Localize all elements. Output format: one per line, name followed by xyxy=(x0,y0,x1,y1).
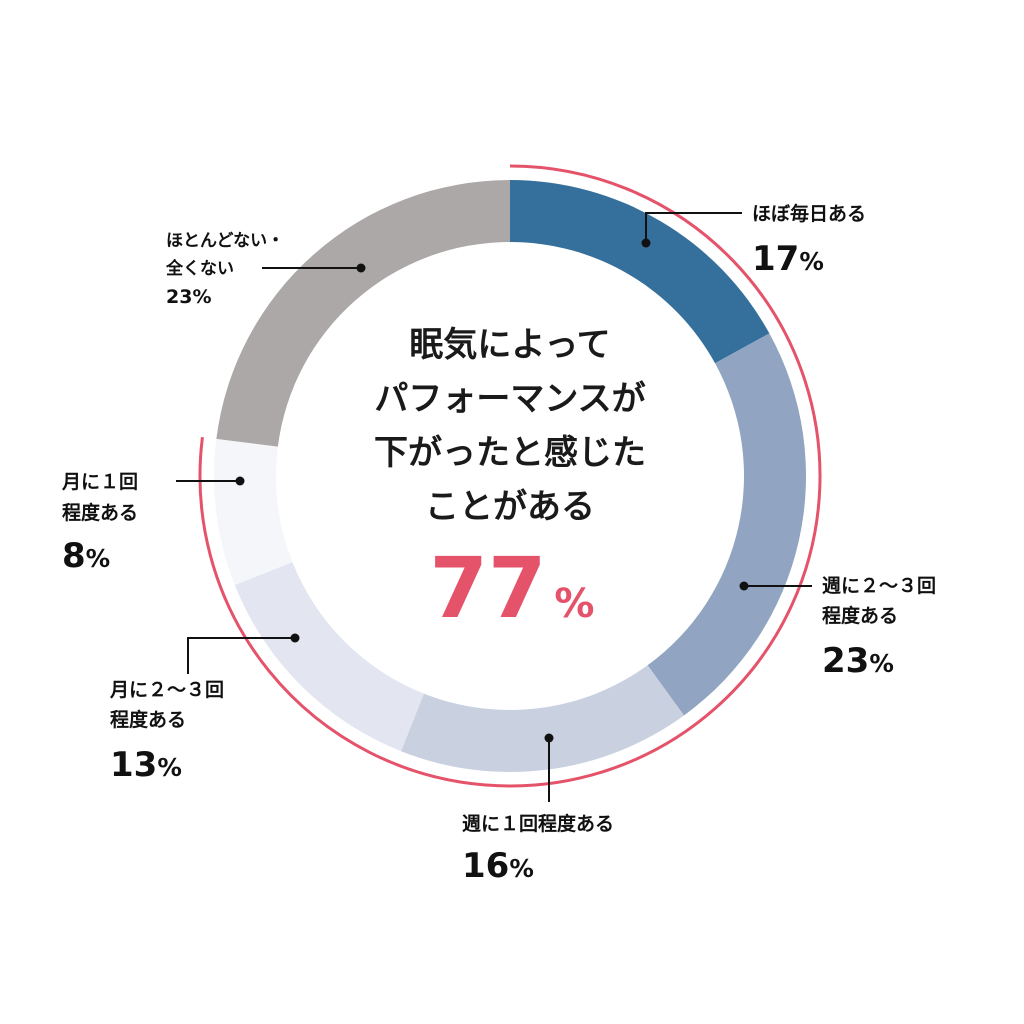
center-text-line4: ことがある xyxy=(425,487,595,527)
label-category-rarely-line2: 全くない xyxy=(165,258,234,279)
slice-weekly-2-3 xyxy=(647,333,806,716)
label-category-monthly-2-3-line2: 程度ある xyxy=(110,708,186,731)
center-text-line3: 下がったと感じた xyxy=(374,433,646,473)
label-category-weekly-1: 週に１回程度ある xyxy=(462,812,614,835)
leader-weekly-2-3-dot xyxy=(739,581,749,591)
label-category-monthly-1-line1: 月に１回 xyxy=(61,471,138,493)
leader-daily-dot xyxy=(641,238,651,248)
slice-monthly-1 xyxy=(214,438,293,585)
slice-monthly-2-3 xyxy=(234,562,424,752)
label-category-monthly-1-line2: 程度ある xyxy=(62,501,138,524)
center-highlight-value: 77% xyxy=(430,539,595,637)
leader-daily xyxy=(645,212,742,243)
label-value-rarely: 23% xyxy=(166,286,212,308)
label-category-weekly-2-3-line2: 程度ある xyxy=(822,604,898,627)
leader-lines xyxy=(176,212,812,802)
label-category-weekly-2-3-line1: 週に２〜３回 xyxy=(822,575,936,597)
leader-monthly-2-3 xyxy=(187,637,295,674)
label-category-daily: ほぼ毎日ある xyxy=(752,202,866,225)
leader-rarely-dot xyxy=(356,263,366,273)
slice-weekly-1 xyxy=(401,665,684,773)
label-value-daily: 17% xyxy=(752,239,824,279)
leader-monthly-1-dot xyxy=(235,476,245,486)
label-category-monthly-2-3-line1: 月に２〜３回 xyxy=(109,679,224,701)
label-value-monthly-1: 8% xyxy=(62,536,110,576)
label-value-weekly-2-3: 23% xyxy=(822,641,894,681)
label-value-monthly-2-3: 13% xyxy=(110,745,182,785)
center-text-line1: 眠気によって xyxy=(409,325,610,365)
leader-monthly-2-3-dot xyxy=(290,633,300,643)
leader-weekly-1-dot xyxy=(544,733,554,743)
donut-slices xyxy=(214,180,806,773)
highlight-arc xyxy=(198,164,822,788)
label-category-rarely-line1: ほとんどない・ xyxy=(166,231,284,251)
label-value-weekly-1: 16% xyxy=(462,846,534,886)
center-text-line2: パフォーマンスが xyxy=(374,379,645,419)
slice-daily xyxy=(510,180,770,364)
slice-rarely xyxy=(216,180,510,447)
